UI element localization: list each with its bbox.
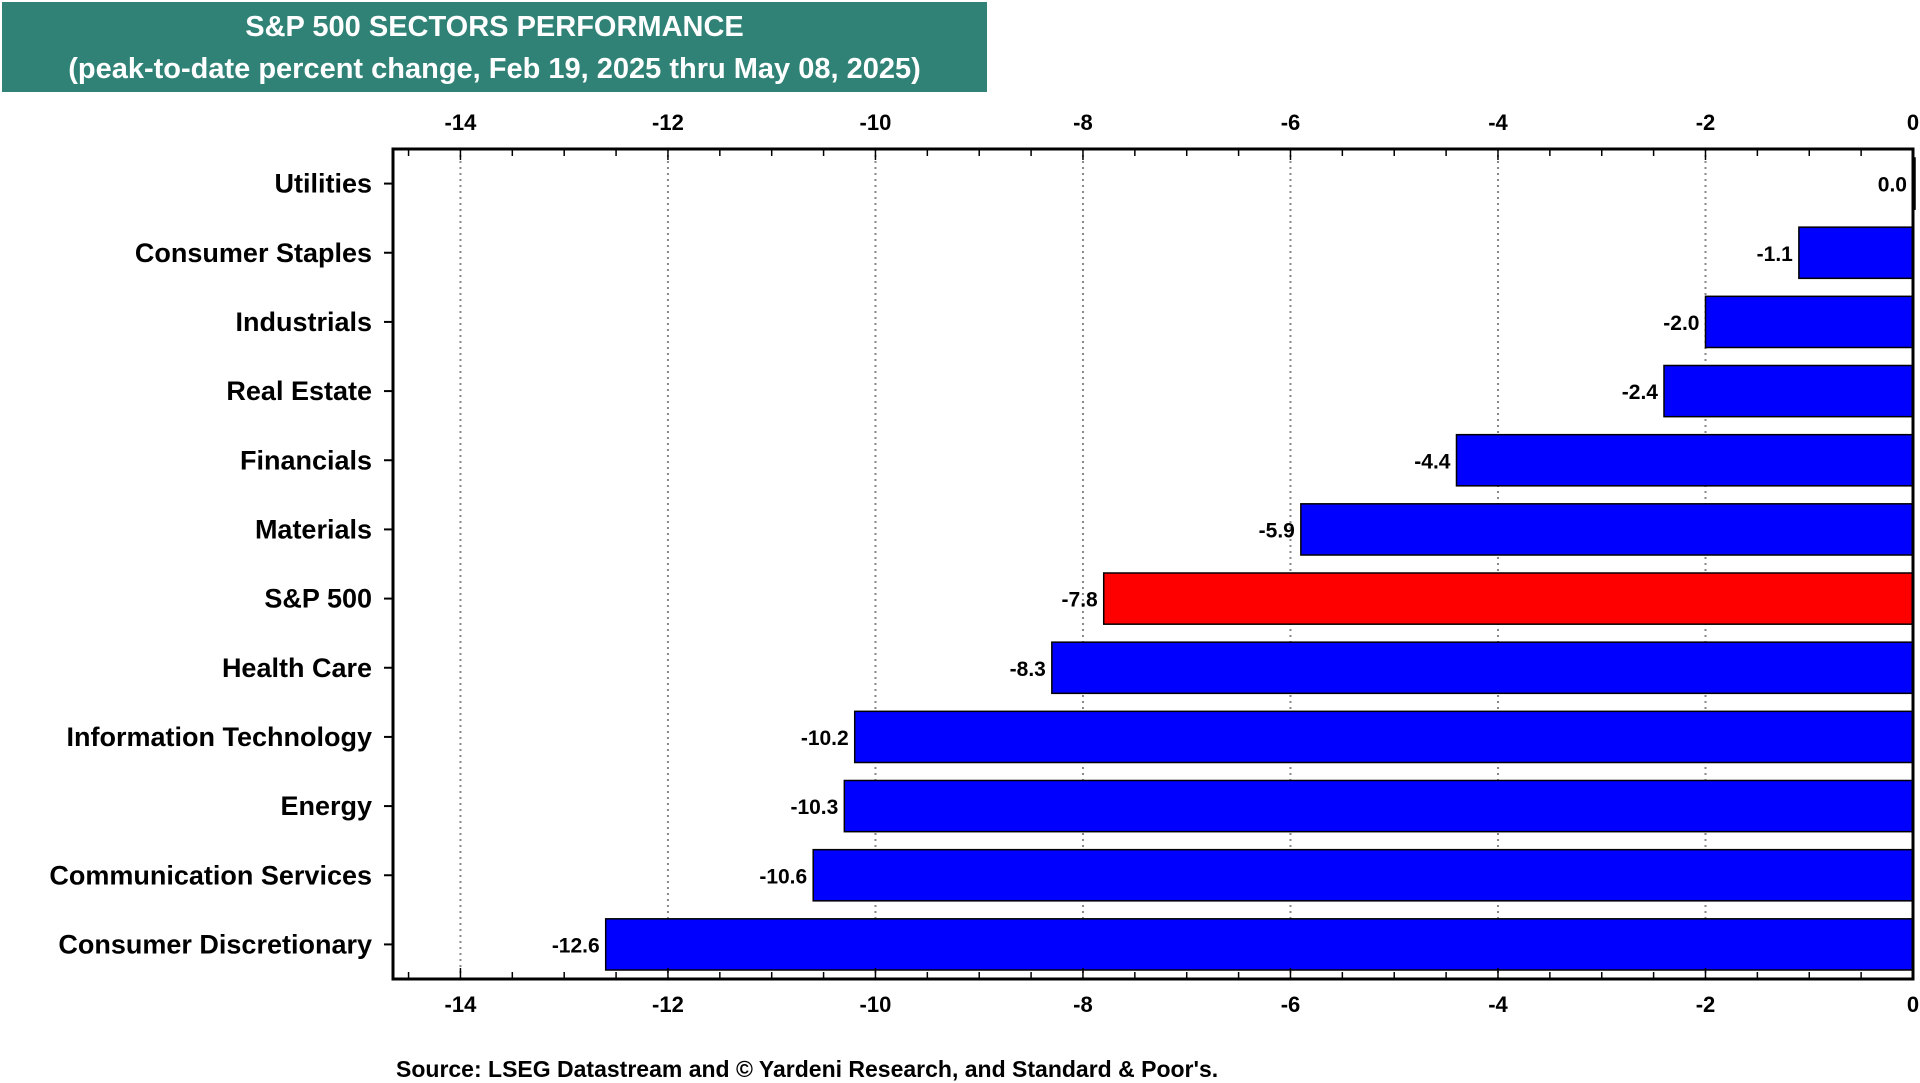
bar-4 [1455, 433, 1914, 487]
chart-title: S&P 500 SECTORS PERFORMANCE [245, 11, 744, 43]
bar-8 [853, 710, 1914, 764]
bar-1 [1798, 226, 1914, 280]
value-label-5: -5.9 [1259, 519, 1295, 542]
top-tick-label-4: -6 [1281, 110, 1301, 135]
bar-3 [1663, 364, 1914, 418]
bar-11 [604, 918, 1914, 971]
bottom-tick-label-2: -10 [860, 992, 892, 1017]
category-label-4: Financials [240, 445, 372, 475]
value-label-4: -4.4 [1414, 450, 1451, 473]
category-label-0: Utilities [274, 169, 372, 199]
top-tick-label-0: -14 [445, 110, 478, 135]
category-label-2: Industrials [235, 307, 372, 337]
value-label-1: -1.1 [1757, 243, 1794, 266]
category-label-7: Health Care [222, 653, 372, 683]
top-tick-label-3: -8 [1073, 110, 1093, 135]
top-tick-label-7: 0 [1907, 110, 1919, 135]
category-label-3: Real Estate [226, 376, 372, 406]
value-label-8: -10.2 [801, 727, 849, 750]
value-label-7: -8.3 [1010, 658, 1046, 681]
category-label-8: Information Technology [67, 722, 373, 752]
bar-2 [1704, 295, 1914, 349]
value-label-0: 0.0 [1878, 174, 1907, 197]
top-tick-label-2: -10 [860, 110, 892, 135]
bar-7 [1051, 641, 1914, 695]
top-tick-label-5: -4 [1488, 110, 1508, 135]
value-label-9: -10.3 [790, 796, 838, 819]
bottom-tick-label-7: 0 [1907, 992, 1919, 1017]
bottom-tick-label-6: -2 [1696, 992, 1716, 1017]
bar-5 [1300, 503, 1914, 556]
category-label-10: Communication Services [49, 860, 372, 890]
bar-9 [843, 779, 1914, 833]
category-label-1: Consumer Staples [135, 238, 372, 268]
chart-title-box: S&P 500 SECTORS PERFORMANCE (peak-to-dat… [2, 2, 987, 92]
bottom-tick-label-0: -14 [445, 992, 478, 1017]
bottom-tick-label-4: -6 [1281, 992, 1301, 1017]
value-label-2: -2.0 [1663, 312, 1699, 335]
bottom-tick-label-3: -8 [1073, 992, 1093, 1017]
value-label-6: -7.8 [1062, 589, 1099, 612]
category-label-9: Energy [280, 791, 372, 821]
chart-subtitle: (peak-to-date percent change, Feb 19, 20… [68, 53, 921, 85]
category-label-6: S&P 500 [264, 584, 372, 614]
value-label-3: -2.4 [1622, 381, 1659, 404]
top-tick-label-1: -12 [652, 110, 684, 135]
source-note: Source: LSEG Datastream and © Yardeni Re… [396, 1056, 1219, 1082]
value-label-11: -12.6 [552, 934, 600, 957]
bar-10 [812, 848, 1914, 902]
bottom-tick-label-1: -12 [652, 992, 684, 1017]
plot-frame [391, 147, 1915, 981]
category-label-11: Consumer Discretionary [58, 929, 372, 959]
value-label-10: -10.6 [759, 865, 807, 888]
top-tick-label-6: -2 [1696, 110, 1716, 135]
bottom-tick-label-5: -4 [1488, 992, 1508, 1017]
category-label-5: Materials [255, 514, 372, 544]
bar-6 [1102, 572, 1914, 625]
